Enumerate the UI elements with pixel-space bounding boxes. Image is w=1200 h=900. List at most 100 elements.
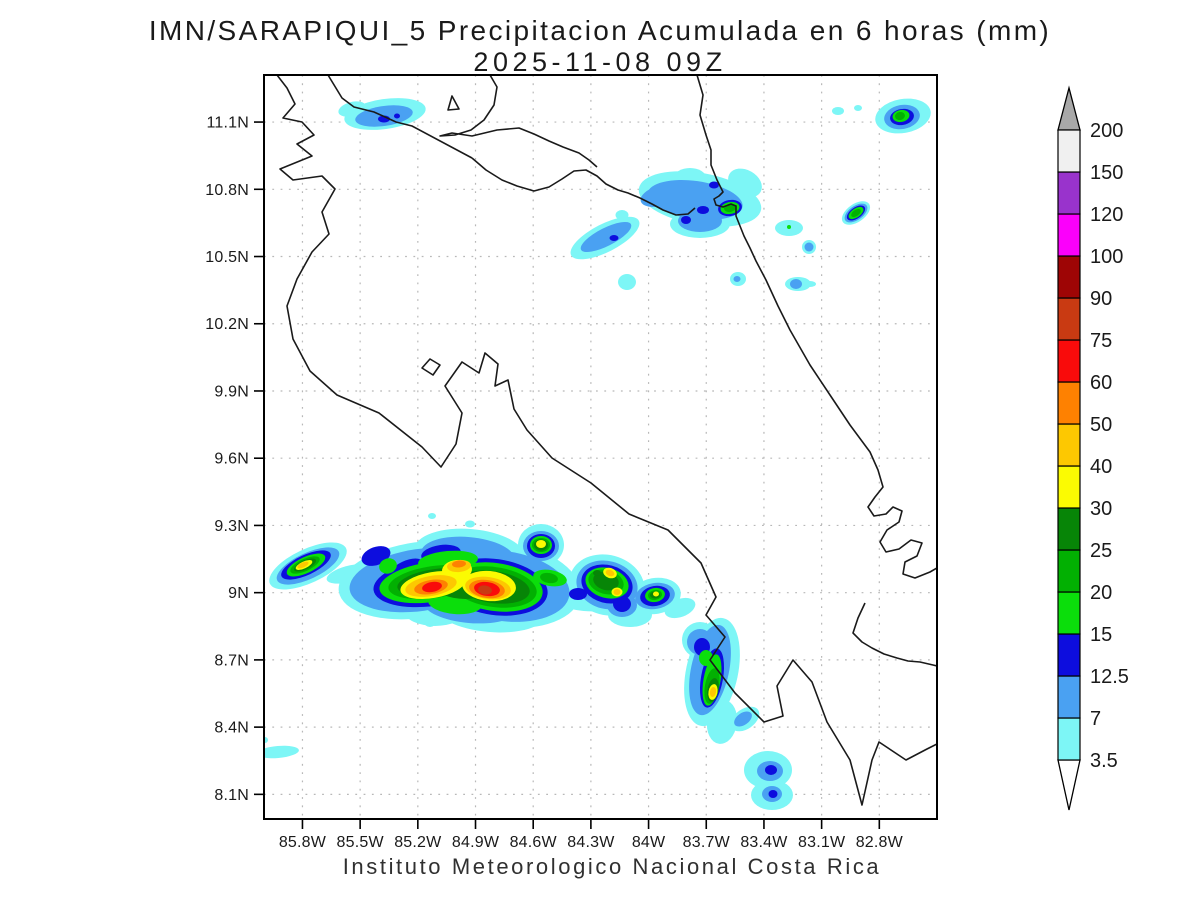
colorbar-under-arrow <box>1057 759 1081 811</box>
x-axis-label: 84.6W <box>510 834 558 851</box>
precip-contour-c <box>706 700 738 744</box>
colorbar-label: 200 <box>1090 120 1123 142</box>
precip-contour-c <box>728 168 762 198</box>
colorbar-segment <box>1057 675 1081 719</box>
colorbar-segment <box>1057 549 1081 593</box>
footer-caption: Instituto Meteorologico Nacional Costa R… <box>343 854 882 879</box>
precip-contour-n <box>768 790 778 798</box>
precip-contour-G <box>709 687 717 697</box>
precip-contour-c <box>264 745 299 759</box>
precip-contour-n <box>681 216 691 224</box>
figure-title: IMN/SARAPIQUI_5 Precipitacion Acumulada … <box>149 15 1051 46</box>
x-axis-label: 85.5W <box>337 834 385 851</box>
precip-contour-y <box>536 540 546 548</box>
colorbar-segment <box>1057 255 1081 299</box>
colorbar-segment <box>1057 507 1081 551</box>
y-axis-label: 10.5N <box>205 249 249 266</box>
grid-lines <box>264 75 937 819</box>
precip-contour-n <box>394 113 400 119</box>
x-axis-label: 85.2W <box>394 834 442 851</box>
precip-contour-G <box>297 561 309 569</box>
colorbar-label: 7 <box>1090 708 1101 730</box>
precip-contour-g2 <box>851 209 861 217</box>
precip-contour-c <box>854 105 862 111</box>
precipitation-shading <box>264 98 931 810</box>
y-axis-label: 10.8N <box>205 182 249 199</box>
precip-contour-o <box>452 560 466 568</box>
colorbar-label: 30 <box>1090 498 1112 520</box>
y-axis-label: 8.7N <box>214 652 249 669</box>
precip-contour-c <box>424 617 436 627</box>
precip-contour-c <box>618 274 636 290</box>
precip-contour-c <box>615 210 629 220</box>
precip-contour-b <box>734 711 752 727</box>
colorbar-segment <box>1057 297 1081 341</box>
precip-contour-y <box>653 591 659 597</box>
x-axis-label: 83.4W <box>740 834 788 851</box>
x-axis-label: 83.7W <box>683 834 731 851</box>
precip-contour-b <box>678 210 722 232</box>
colorbar-segment <box>1057 213 1081 257</box>
y-axis-label: 9.6N <box>214 451 249 468</box>
precip-contour-g3 <box>593 570 601 576</box>
x-axis-label: 84.3W <box>567 834 615 851</box>
figure-subtitle: 2025-11-08 09Z <box>473 47 726 77</box>
y-axis-label: 11.1N <box>206 115 249 132</box>
precip-contour-c <box>465 520 475 528</box>
precip-contour-b <box>733 276 741 282</box>
colorbar-over-arrow <box>1057 85 1081 131</box>
precip-contour-n <box>697 206 709 214</box>
colorbar-legend: 200 150 120 100 90 75 60 50 40 30 25 20 15 12.5 7 3.5 <box>1057 85 1129 811</box>
precip-contour-n <box>709 181 719 189</box>
precip-contour-c <box>664 597 696 619</box>
precip-contour-b <box>804 242 814 252</box>
colorbar-label: 60 <box>1090 372 1112 394</box>
lake-nicaragua-west-shore-line <box>327 75 473 159</box>
precip-contour-R <box>478 585 492 595</box>
colorbar-segment <box>1057 717 1081 761</box>
precip-contour-n <box>609 235 619 241</box>
map-frame <box>263 74 938 820</box>
colorbar-label: 20 <box>1090 582 1112 604</box>
pacific-coast-line <box>276 75 937 806</box>
colorbar-segment <box>1057 339 1081 383</box>
precip-contour-g1 <box>699 650 713 666</box>
precip-contour-G <box>605 569 615 577</box>
x-axis-label: 85.8W <box>279 834 327 851</box>
precip-contour-c <box>804 281 816 287</box>
colorbar-label: 120 <box>1090 204 1123 226</box>
colorbar-label: 50 <box>1090 414 1112 436</box>
precip-contour-c <box>428 513 436 519</box>
y-axis-label: 9.3N <box>214 518 249 535</box>
precip-contour-g2 <box>540 572 558 584</box>
san-juan-river-border-line <box>471 157 696 216</box>
colorbar-label: 150 <box>1090 162 1123 184</box>
precip-contour-n <box>569 588 587 600</box>
precip-contour-n <box>765 765 777 775</box>
chira-island-outline <box>421 358 441 376</box>
colorbar-segment <box>1057 465 1081 509</box>
x-axis-label: 82.8W <box>856 834 904 851</box>
y-axis-label: 9N <box>228 585 249 602</box>
lake-nicaragua-east-shore-line <box>439 75 598 168</box>
precip-contour-g2 <box>895 111 905 121</box>
colorbar-segment <box>1057 591 1081 635</box>
precip-contour-g1 <box>379 558 397 574</box>
precip-contour-b <box>640 185 680 207</box>
colorbar-label: 12.5 <box>1090 666 1129 688</box>
y-axis-label: 8.1N <box>214 787 249 804</box>
colorbar-segment <box>1057 633 1081 677</box>
precip-contour-g1 <box>787 225 791 229</box>
precip-contour-r <box>422 581 442 593</box>
y-axis-label: 10.2N <box>205 316 249 333</box>
colorbar-segment <box>1057 423 1081 467</box>
precip-contour-b <box>790 279 802 289</box>
precip-contour-G <box>613 589 621 595</box>
precip-contour-n <box>613 596 631 612</box>
precip-contour-c <box>832 107 844 115</box>
colorbar-label: 15 <box>1090 624 1112 646</box>
colorbar-label: 3.5 <box>1090 750 1118 772</box>
axis-ticks-and-labels: 85.8W 85.5W 85.2W 84.9W 84.6W 84.3W 84W 83.7W 83… <box>205 115 903 851</box>
x-axis-label: 83.1W <box>798 834 846 851</box>
